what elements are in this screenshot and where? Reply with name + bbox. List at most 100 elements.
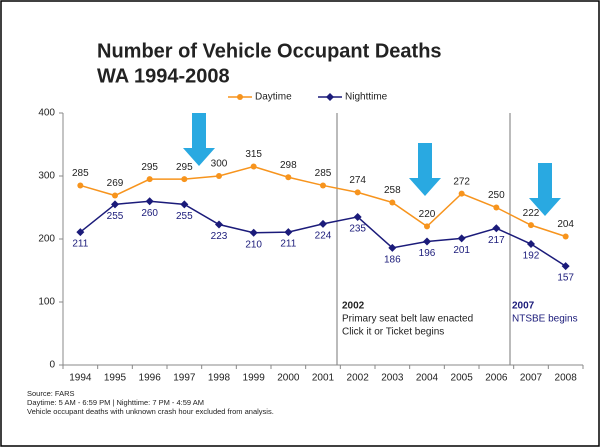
data-label: 186 [384,254,401,265]
point [423,237,431,246]
data-label: 285 [72,168,89,179]
point [76,228,85,237]
annotation: 2007 [512,301,535,312]
data-label: 285 [315,168,332,179]
x-tick-label: 1994 [69,373,92,384]
legend-marker [237,94,243,100]
y-tick-label: 300 [38,171,55,182]
x-tick-label: 1995 [104,373,127,384]
point [216,173,222,179]
point [250,163,257,170]
point [562,233,569,240]
data-label: 211 [72,239,88,250]
point [458,190,465,197]
annotation: Primary seat belt law enacted [342,314,473,325]
data-label: 201 [453,245,470,256]
data-label: 222 [523,208,540,219]
data-label: 211 [280,239,296,250]
point [353,212,362,221]
x-tick-label: 1996 [139,373,162,384]
data-label: 274 [349,175,366,186]
chart-title: Number of Vehicle Occupant Deaths [97,40,442,62]
data-label: 235 [349,224,366,235]
arrow [529,163,561,216]
data-label: 258 [384,185,401,196]
point [181,176,188,183]
point [111,200,119,209]
data-label: 298 [280,160,297,171]
x-tick-label: 2008 [555,373,578,384]
data-label: 295 [176,162,193,173]
point [320,182,326,189]
point [457,234,466,243]
annotation: Click it or Ticket begins [342,327,444,338]
data-label: 315 [245,149,262,160]
legend-marker [326,93,334,101]
data-label: 250 [488,190,505,201]
data-label: 217 [488,235,505,246]
y-tick-label: 200 [38,234,55,245]
data-label: 255 [107,211,124,222]
point [215,220,223,229]
data-label: 255 [176,211,193,222]
point [180,200,189,209]
data-label: 224 [315,231,332,242]
x-tick-label: 1997 [173,373,196,384]
source-note: Vehicle occupant deaths with unknown cra… [27,407,274,416]
point [493,204,500,211]
x-tick-label: 2004 [416,373,439,384]
point [389,199,396,206]
x-tick-label: 2006 [485,373,508,384]
point [77,182,84,189]
data-label: 220 [419,209,436,220]
data-label: 196 [419,248,436,259]
point [146,176,153,183]
data-label: 223 [211,231,228,242]
x-tick-label: 2000 [277,373,300,384]
y-tick-label: 400 [38,108,55,119]
data-label: 260 [141,208,158,219]
arrow [183,113,215,166]
x-tick-label: 2001 [312,373,335,384]
point [492,224,501,233]
point [424,223,430,230]
data-label: 204 [557,219,574,230]
y-tick-label: 100 [38,297,55,308]
point [354,189,361,196]
source-note: Daytime: 5 AM - 6:59 PM | Nighttime: 7 P… [27,398,204,407]
x-tick-label: 2005 [451,373,474,384]
point [528,222,534,229]
data-label: 272 [453,176,470,187]
x-tick-label: 2003 [381,373,404,384]
arrows [183,113,561,216]
arrow [409,143,441,196]
chart-subtitle: WA 1994-2008 [97,65,230,87]
legend-label: Daytime [255,92,292,103]
point [112,192,118,199]
annotation: NTSBE begins [512,314,578,325]
x-tick-label: 1998 [208,373,231,384]
point [285,174,292,181]
data-label: 295 [141,162,158,173]
point [145,197,154,206]
point [319,219,327,228]
point [561,262,570,271]
point [388,243,397,252]
legend-label: Nighttime [345,92,388,103]
point [527,240,535,249]
data-label: 269 [107,178,124,189]
annotation: 2002 [342,301,365,312]
data-label: 210 [245,239,262,250]
x-tick-label: 1999 [243,373,266,384]
data-label: 157 [557,273,574,284]
point [249,228,258,237]
data-label: 300 [211,159,228,170]
x-tick-label: 2007 [520,373,543,384]
x-tick-label: 2002 [347,373,370,384]
source-note: Source: FARS [27,389,75,398]
point [284,228,293,237]
data-label: 192 [523,251,540,262]
y-tick-label: 0 [49,360,55,371]
